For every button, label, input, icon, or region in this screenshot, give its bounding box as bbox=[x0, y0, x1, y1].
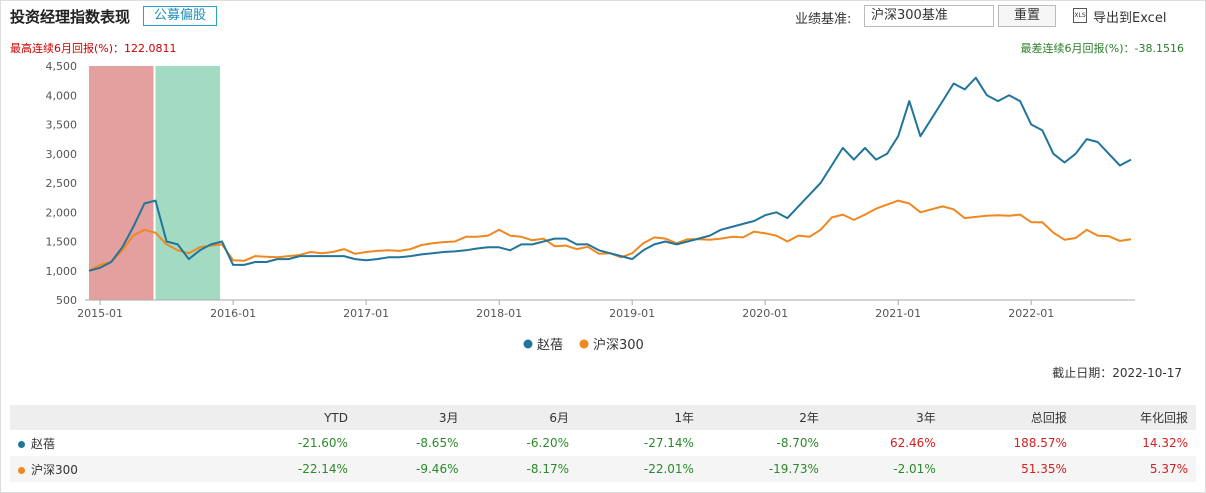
tag[interactable]: 公募偏股 bbox=[143, 6, 217, 26]
row-name-cell: 沪深300 bbox=[10, 456, 231, 482]
value-cell: -8.17% bbox=[466, 456, 577, 482]
x-tick-label: 2016-01 bbox=[210, 307, 256, 320]
value-cell: -22.14% bbox=[231, 456, 356, 482]
y-tick-label: 3,500 bbox=[46, 119, 78, 132]
column-header: YTD bbox=[231, 405, 356, 430]
y-tick-label: 2,500 bbox=[46, 177, 78, 190]
series-line bbox=[88, 199, 1132, 272]
column-header: 年化回报 bbox=[1074, 405, 1196, 430]
value-cell: 5.37% bbox=[1074, 456, 1196, 482]
value-cell: -2.01% bbox=[826, 456, 944, 482]
y-tick-label: 2,000 bbox=[46, 206, 78, 219]
value-cell: -6.20% bbox=[526, 436, 569, 450]
y-tick-label: 4,500 bbox=[46, 60, 78, 73]
benchmark-select[interactable]: 沪深300基准 bbox=[864, 5, 994, 27]
value-cell: 14.32% bbox=[1142, 436, 1188, 450]
table-row: 赵蓓 -21.60% -8.65% -6.20% -27.14% -8.70% 62.46%… bbox=[10, 430, 1196, 456]
legend-item[interactable]: 赵蓓 bbox=[523, 338, 564, 353]
row-name: 沪深300 bbox=[31, 462, 78, 477]
x-tick-label: 2015-01 bbox=[77, 307, 123, 320]
benchmark-label: 业绩基准: bbox=[795, 12, 852, 27]
reset-button[interactable]: 重置 bbox=[998, 5, 1056, 27]
x-tick-label: 2017-01 bbox=[343, 307, 389, 320]
x-tick-label: 2022-01 bbox=[1008, 307, 1054, 320]
table-row: 沪深300 -22.14% -9.46% -8.17% -22.01% -19.73% -2… bbox=[10, 456, 1196, 482]
column-header: 总回报 bbox=[943, 405, 1075, 430]
value-cell: -8.70% bbox=[776, 436, 819, 450]
value-cell: -8.65% bbox=[416, 436, 459, 450]
corner-cell bbox=[10, 405, 231, 430]
row-dot bbox=[18, 466, 25, 474]
x-tick-label: 2019-01 bbox=[609, 307, 655, 320]
value-cell: 51.35% bbox=[943, 456, 1075, 482]
value-cell: -22.01% bbox=[577, 456, 702, 482]
value-cell: -9.46% bbox=[355, 456, 467, 482]
highlight-band bbox=[89, 66, 154, 300]
y-tick-label: 500 bbox=[56, 294, 77, 307]
row-name-cell: 赵蓓 bbox=[10, 430, 231, 456]
title: 投资经理指数表现 bbox=[10, 8, 131, 26]
x-tick-label: 2020-01 bbox=[742, 307, 788, 320]
y-tick-label: 4,000 bbox=[46, 89, 78, 102]
x-tick-label: 2021-01 bbox=[875, 307, 921, 320]
row-name: 赵蓓 bbox=[31, 436, 56, 451]
column-header: 3年 bbox=[826, 405, 944, 430]
y-tick-label: 1,500 bbox=[46, 236, 78, 249]
highlight-band bbox=[155, 66, 221, 300]
best-note: 最高连续6月回报(%)：122.0811 bbox=[10, 42, 177, 55]
row-dot bbox=[18, 440, 25, 448]
legend-item[interactable]: 沪深300 bbox=[579, 337, 644, 353]
column-header: 1年 bbox=[577, 405, 702, 430]
value-cell: 188.57% bbox=[1013, 436, 1067, 450]
chart: 500 1,000 1,500 2,000 2,500 3,000 3,500 4,000 4,… bbox=[46, 60, 1135, 353]
series-line bbox=[88, 76, 1132, 272]
legend-dot bbox=[579, 339, 589, 349]
y-tick-label: 3,000 bbox=[46, 148, 78, 161]
column-header: 6月 bbox=[466, 405, 577, 430]
value-cell: 62.46% bbox=[889, 436, 936, 450]
legend-label: 沪深300 bbox=[593, 337, 644, 353]
worst-note: 最差连续6月回报(%)：-38.1516 bbox=[1020, 42, 1185, 55]
excel-icon[interactable]: XLS bbox=[1073, 8, 1087, 23]
export-button[interactable]: 导出到Excel bbox=[1093, 11, 1167, 26]
column-header: 3月 bbox=[355, 405, 467, 430]
x-tick-label: 2018-01 bbox=[476, 307, 522, 320]
value-cell: -21.60% bbox=[297, 436, 348, 450]
value-cell: -19.73% bbox=[701, 456, 827, 482]
y-tick-label: 1,000 bbox=[46, 265, 78, 278]
value-cell: -27.14% bbox=[643, 436, 694, 450]
column-header: 2年 bbox=[701, 405, 827, 430]
legend-label: 赵蓓 bbox=[537, 338, 563, 353]
returns-table: YTD 3月 6月 1年 2年 3年 总回报 年化回报赵蓓 -21.60% -8.65% -6.20… bbox=[10, 405, 1196, 482]
cutoff-date: 截止日期：2022-10-17 bbox=[1052, 366, 1182, 380]
legend-dot bbox=[523, 339, 533, 349]
header-row: YTD 3月 6月 1年 2年 3年 总回报 年化回报 bbox=[10, 405, 1196, 430]
